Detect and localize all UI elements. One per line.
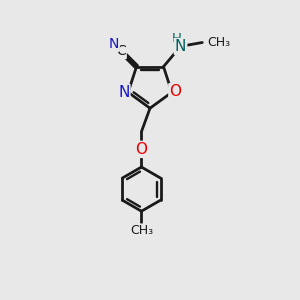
- Text: N: N: [175, 39, 186, 54]
- Text: N: N: [118, 85, 129, 100]
- Text: N: N: [108, 37, 119, 51]
- Text: CH₃: CH₃: [208, 36, 231, 49]
- Text: C: C: [116, 44, 126, 58]
- Text: O: O: [169, 84, 181, 99]
- Text: H: H: [172, 32, 182, 45]
- Text: CH₃: CH₃: [130, 224, 153, 237]
- Text: O: O: [135, 142, 147, 157]
